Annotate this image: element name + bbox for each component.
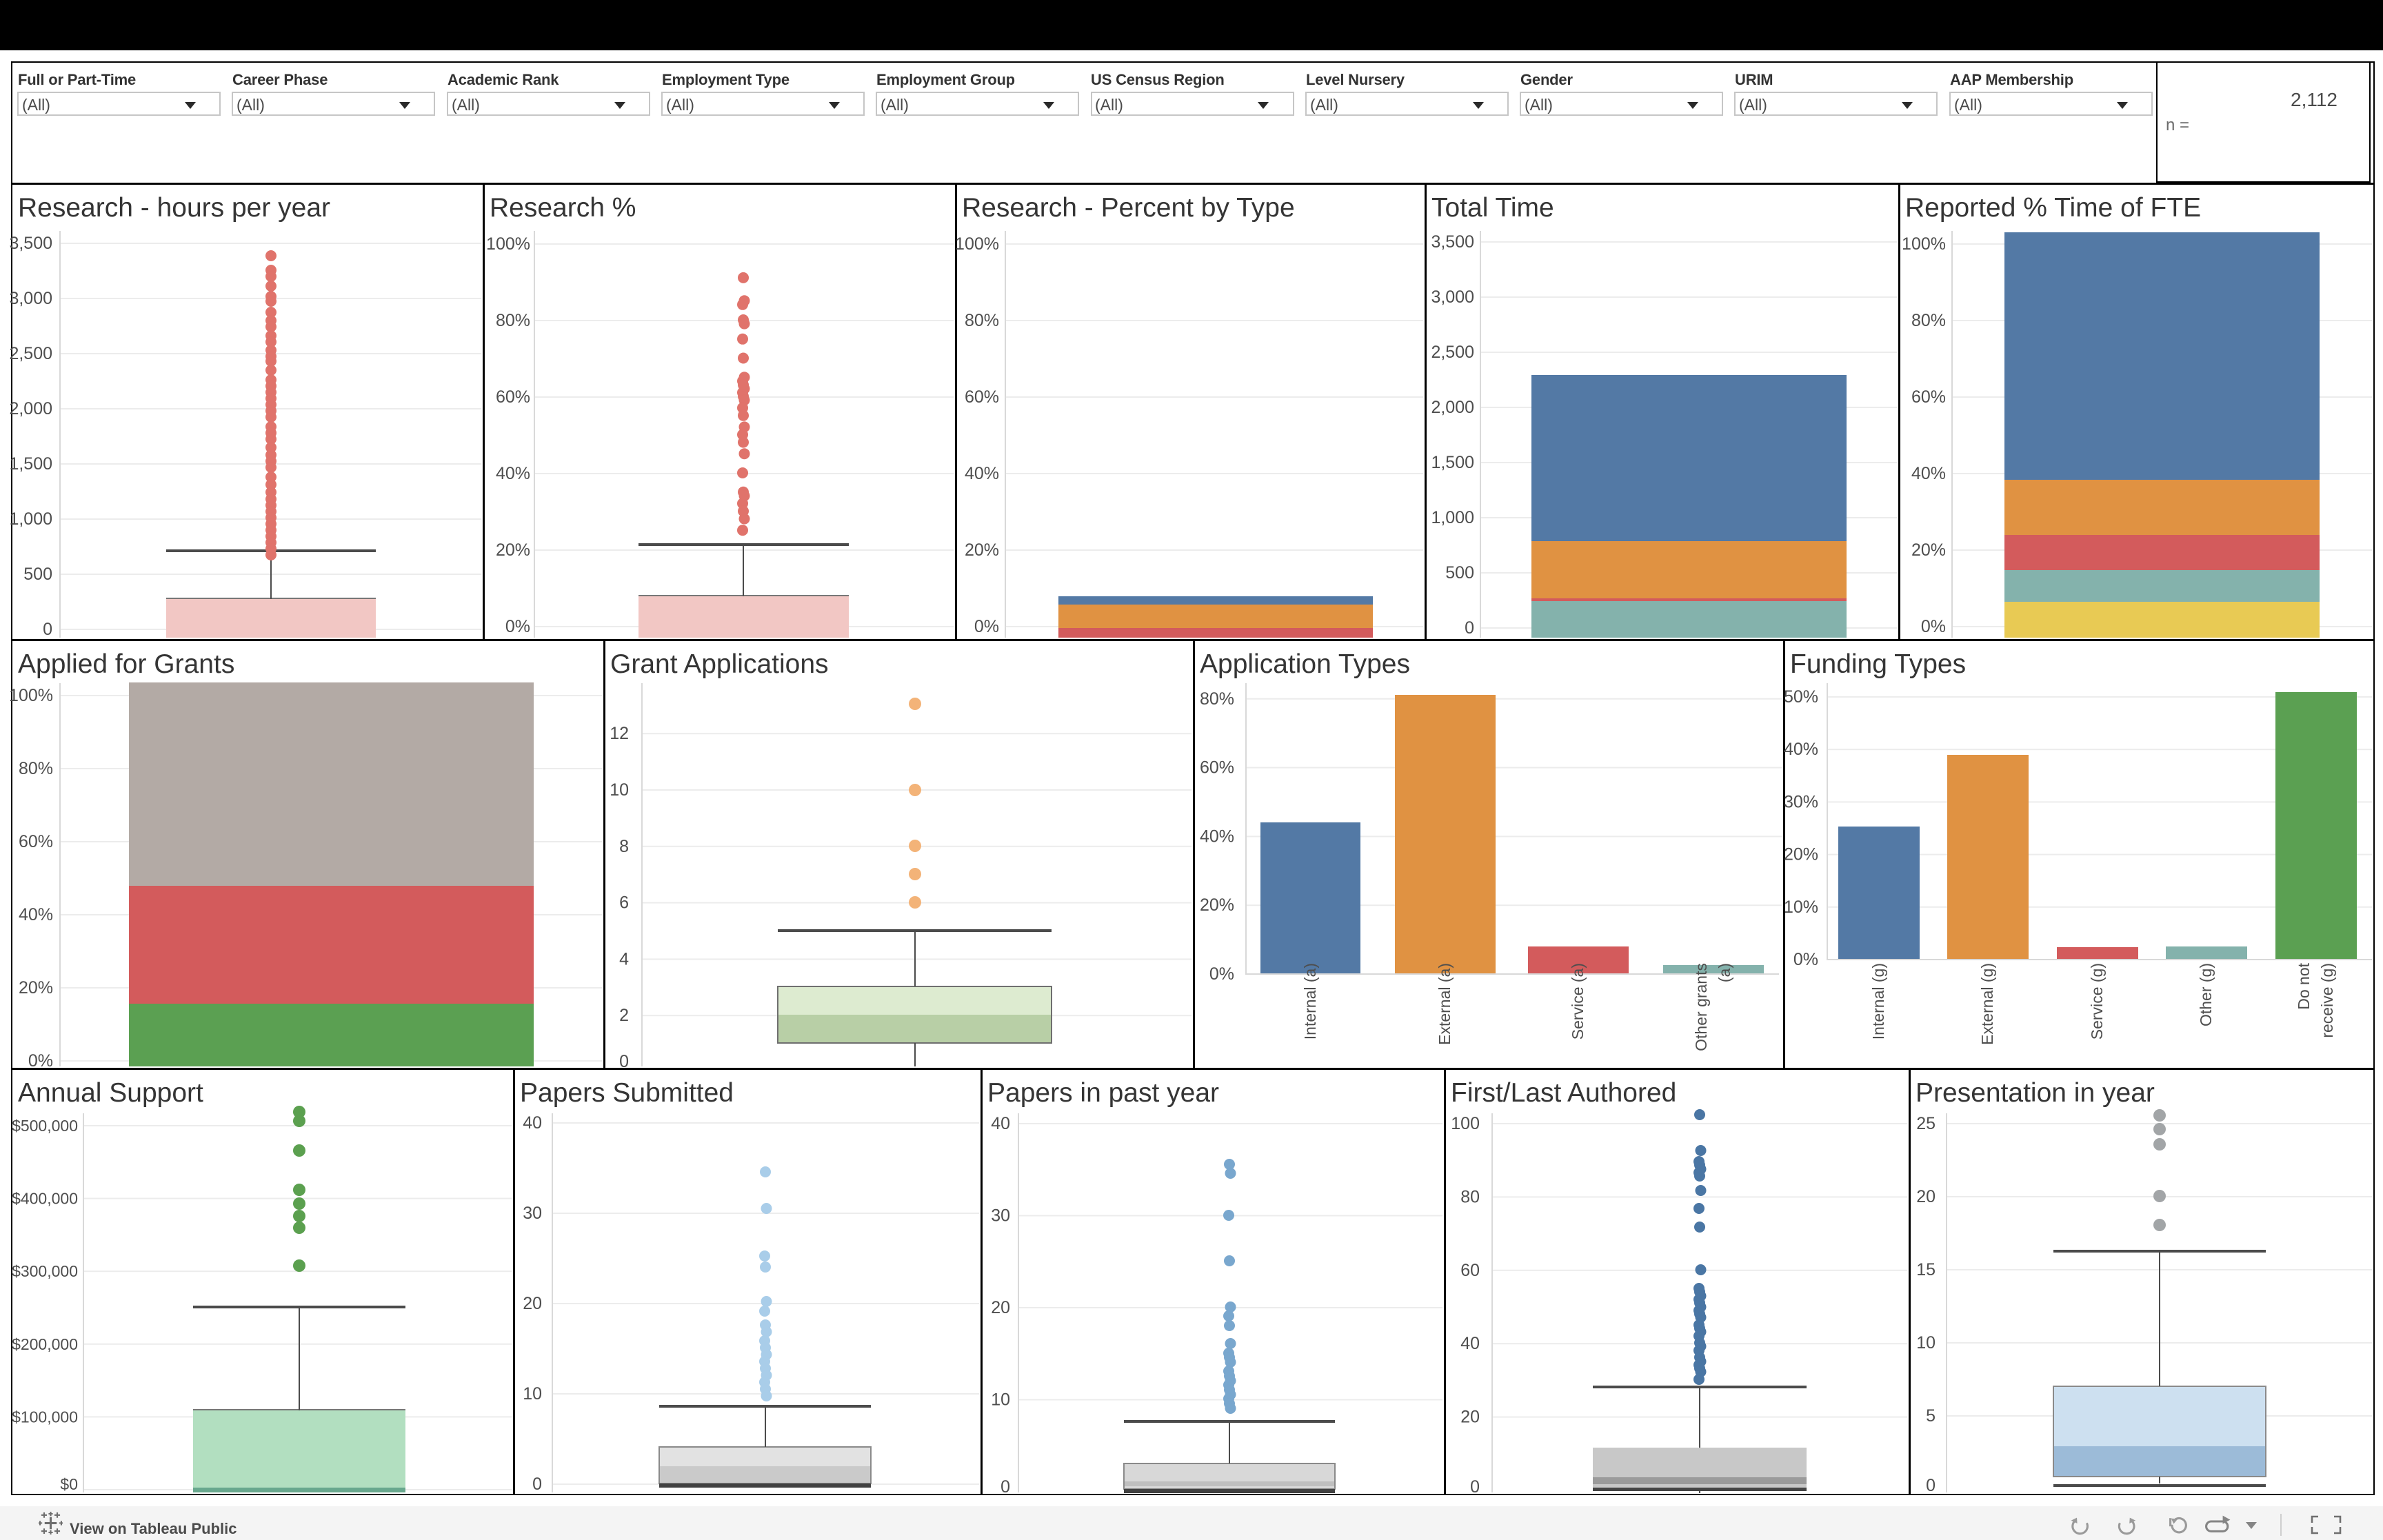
svg-text:80%: 80% — [965, 311, 999, 330]
svg-text:40: 40 — [991, 1114, 1010, 1133]
svg-text:20: 20 — [1460, 1408, 1480, 1427]
svg-text:Other grants: Other grants — [1692, 963, 1710, 1051]
svg-text:0: 0 — [1470, 1477, 1480, 1497]
svg-text:60%: 60% — [965, 387, 999, 407]
svg-text:10: 10 — [1916, 1333, 1935, 1352]
svg-text:60%: 60% — [496, 387, 530, 407]
svg-text:25: 25 — [1916, 1114, 1935, 1133]
svg-text:8: 8 — [619, 837, 629, 856]
svg-text:40%: 40% — [1200, 827, 1234, 846]
svg-text:1,000: 1,000 — [9, 509, 52, 529]
svg-text:$200,000: $200,000 — [12, 1335, 78, 1353]
svg-text:20: 20 — [1916, 1187, 1935, 1206]
svg-text:80%: 80% — [1911, 311, 1946, 330]
svg-text:12: 12 — [610, 724, 629, 743]
svg-text:6: 6 — [619, 893, 629, 913]
svg-text:10: 10 — [523, 1384, 542, 1404]
svg-text:1,500: 1,500 — [1431, 453, 1474, 472]
svg-text:3,000: 3,000 — [1431, 287, 1474, 307]
svg-text:0: 0 — [1926, 1476, 1935, 1495]
svg-text:60%: 60% — [1200, 758, 1234, 778]
svg-text:0%: 0% — [1793, 950, 1818, 969]
svg-text:0: 0 — [619, 1052, 629, 1071]
svg-text:100%: 100% — [486, 234, 530, 254]
svg-text:External (g): External (g) — [1978, 963, 1996, 1045]
svg-text:40%: 40% — [1911, 464, 1946, 483]
svg-text:1,000: 1,000 — [1431, 508, 1474, 527]
svg-text:Service (g): Service (g) — [2088, 963, 2106, 1040]
svg-text:40: 40 — [1460, 1334, 1480, 1353]
svg-text:10%: 10% — [1784, 898, 1818, 917]
svg-text:20%: 20% — [496, 540, 530, 560]
svg-text:40%: 40% — [19, 905, 53, 924]
svg-text:5: 5 — [1926, 1406, 1935, 1426]
svg-text:0: 0 — [532, 1475, 542, 1494]
svg-text:3,500: 3,500 — [1431, 232, 1474, 252]
svg-text:Internal (a): Internal (a) — [1301, 963, 1319, 1040]
svg-text:80%: 80% — [496, 311, 530, 330]
svg-text:100%: 100% — [955, 234, 999, 254]
svg-text:500: 500 — [23, 565, 52, 584]
svg-text:0: 0 — [43, 620, 52, 639]
svg-text:80%: 80% — [1200, 689, 1234, 709]
svg-text:receive (g): receive (g) — [2318, 963, 2336, 1038]
svg-text:40%: 40% — [1784, 740, 1818, 759]
svg-text:0%: 0% — [28, 1051, 53, 1071]
svg-text:0: 0 — [1001, 1477, 1010, 1497]
svg-text:20%: 20% — [19, 978, 53, 997]
svg-text:2: 2 — [619, 1006, 629, 1025]
svg-text:20%: 20% — [1911, 540, 1946, 560]
svg-text:30: 30 — [523, 1204, 542, 1223]
svg-text:$500,000: $500,000 — [12, 1117, 78, 1135]
svg-text:20%: 20% — [1200, 895, 1234, 915]
svg-text:Do not: Do not — [2295, 962, 2313, 1009]
svg-text:100%: 100% — [1902, 234, 1946, 254]
svg-text:1,500: 1,500 — [9, 454, 52, 474]
svg-text:3,500: 3,500 — [9, 234, 52, 253]
svg-text:20%: 20% — [1784, 845, 1818, 864]
svg-text:Internal (g): Internal (g) — [1869, 963, 1887, 1040]
svg-text:$0: $0 — [60, 1475, 78, 1493]
svg-text:10: 10 — [610, 780, 629, 800]
svg-text:0%: 0% — [1921, 617, 1946, 636]
svg-text:3,000: 3,000 — [9, 289, 52, 308]
svg-text:20: 20 — [523, 1294, 542, 1313]
svg-text:50%: 50% — [1784, 687, 1818, 707]
svg-text:80: 80 — [1460, 1187, 1480, 1206]
svg-text:40%: 40% — [496, 464, 530, 483]
svg-text:15: 15 — [1916, 1260, 1935, 1279]
svg-text:(a): (a) — [1716, 963, 1733, 982]
svg-text:$400,000: $400,000 — [12, 1190, 78, 1208]
svg-text:$300,000: $300,000 — [12, 1262, 78, 1280]
svg-text:30%: 30% — [1784, 792, 1818, 811]
svg-text:30: 30 — [991, 1206, 1010, 1226]
svg-text:20: 20 — [991, 1298, 1010, 1317]
svg-text:40: 40 — [523, 1113, 542, 1133]
svg-text:40%: 40% — [965, 464, 999, 483]
svg-text:0%: 0% — [974, 617, 999, 636]
svg-text:2,500: 2,500 — [9, 344, 52, 363]
svg-text:100: 100 — [1451, 1114, 1480, 1133]
svg-text:0%: 0% — [505, 617, 530, 636]
svg-text:80%: 80% — [19, 759, 53, 778]
svg-text:0: 0 — [1465, 618, 1474, 638]
svg-text:Other (g): Other (g) — [2197, 963, 2215, 1026]
svg-text:4: 4 — [619, 949, 629, 969]
svg-text:Service (a): Service (a) — [1569, 963, 1587, 1040]
svg-text:2,000: 2,000 — [1431, 398, 1474, 417]
svg-text:60: 60 — [1460, 1261, 1480, 1280]
svg-text:60%: 60% — [1911, 387, 1946, 407]
svg-text:2,000: 2,000 — [9, 399, 52, 418]
svg-text:500: 500 — [1445, 563, 1474, 582]
svg-text:60%: 60% — [19, 832, 53, 851]
svg-text:$100,000: $100,000 — [12, 1408, 78, 1426]
svg-text:20%: 20% — [965, 540, 999, 560]
svg-text:10: 10 — [991, 1390, 1010, 1410]
svg-text:2,500: 2,500 — [1431, 343, 1474, 362]
svg-text:External (a): External (a) — [1436, 963, 1454, 1045]
svg-text:100%: 100% — [9, 686, 53, 705]
svg-text:0%: 0% — [1209, 964, 1234, 984]
